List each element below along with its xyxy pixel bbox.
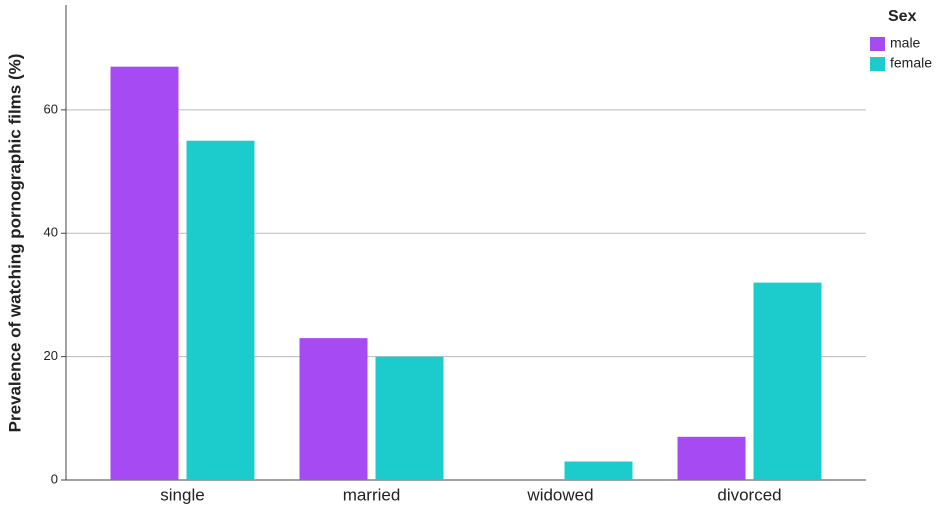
- bar: [299, 338, 368, 480]
- bar: [753, 282, 822, 480]
- x-tick-label: widowed: [526, 485, 593, 504]
- y-tick-label: 20: [44, 348, 58, 363]
- bar: [375, 356, 444, 480]
- bar: [186, 140, 255, 480]
- x-tick-label: married: [343, 485, 401, 504]
- x-tick-label: single: [160, 485, 204, 504]
- bar: [564, 461, 633, 480]
- bar: [110, 66, 179, 481]
- y-axis-label: Prevalence of watching pornographic film…: [5, 54, 24, 433]
- legend-label: female: [890, 55, 932, 71]
- y-tick-label: 0: [51, 471, 58, 486]
- legend-swatch: [870, 37, 885, 51]
- y-tick-label: 60: [44, 101, 58, 116]
- legend-title: Sex: [888, 8, 917, 25]
- legend-swatch: [870, 57, 885, 71]
- y-tick-label: 40: [44, 225, 58, 240]
- x-tick-label: divorced: [717, 485, 781, 504]
- legend-label: male: [890, 35, 921, 51]
- bar: [677, 436, 746, 480]
